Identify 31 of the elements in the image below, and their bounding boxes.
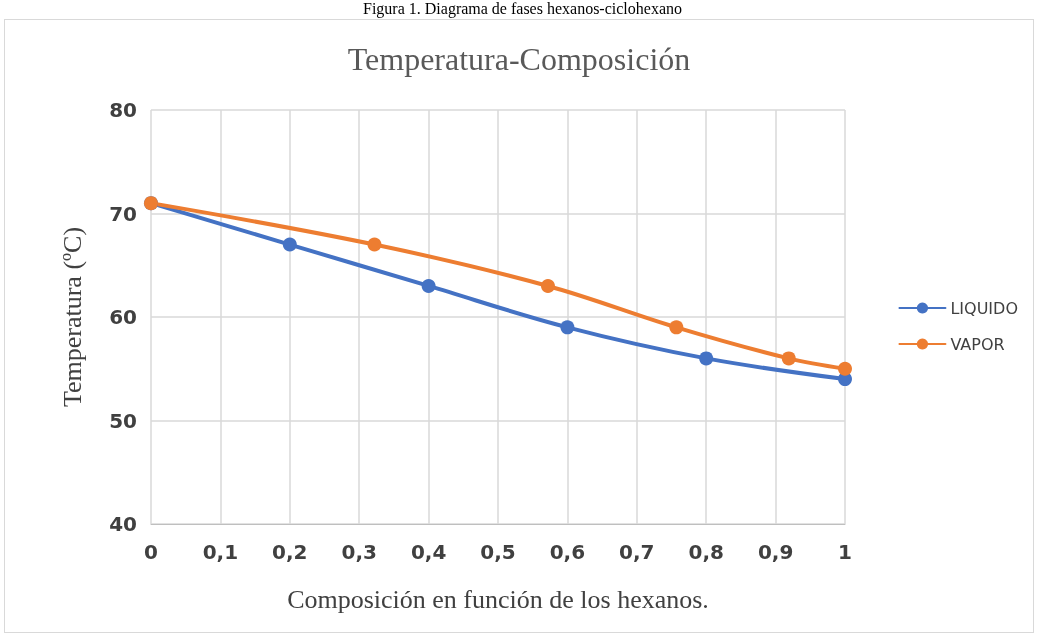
point xyxy=(838,361,852,376)
legend-label: VAPOR xyxy=(950,334,1005,354)
point xyxy=(560,320,575,335)
x-tick-label: 0,8 xyxy=(688,540,724,564)
point xyxy=(421,278,436,293)
y-tick-label: 70 xyxy=(109,201,137,226)
x-tick-label: 1 xyxy=(838,540,852,564)
x-tick-label: 0,1 xyxy=(202,540,239,564)
text: Figura 1. Diagrama de fases hexanos-ciclohexano xyxy=(362,0,683,18)
x-axis-title: Composición en función de los hexanos. xyxy=(287,584,709,614)
y-tick-label: 40 xyxy=(109,512,137,536)
x-tick-label: 0,7 xyxy=(619,540,655,564)
x-tick-label: 0,6 xyxy=(549,540,586,564)
x-tick-label: 0,4 xyxy=(410,540,447,564)
point xyxy=(781,351,796,366)
x-tick-label: 0 xyxy=(144,540,158,564)
y-axis-title: Temperatura (ºC) xyxy=(57,226,87,408)
y-tick-label: 60 xyxy=(109,305,137,329)
x-tick-label: 0,5 xyxy=(480,540,516,564)
legend-label: LIQUIDO xyxy=(950,298,1019,318)
point xyxy=(367,237,382,252)
point xyxy=(540,278,555,293)
chart-title: Temperatura-Composición xyxy=(347,41,691,77)
point xyxy=(282,237,297,252)
y-tick-label: 80 xyxy=(109,98,137,122)
y-tick-label: 50 xyxy=(109,408,137,433)
x-tick-label: 0,3 xyxy=(341,540,377,564)
point xyxy=(699,351,714,366)
x-tick-label: 0,2 xyxy=(272,540,308,564)
x-tick-label: 0,9 xyxy=(757,540,794,564)
point xyxy=(669,320,684,335)
